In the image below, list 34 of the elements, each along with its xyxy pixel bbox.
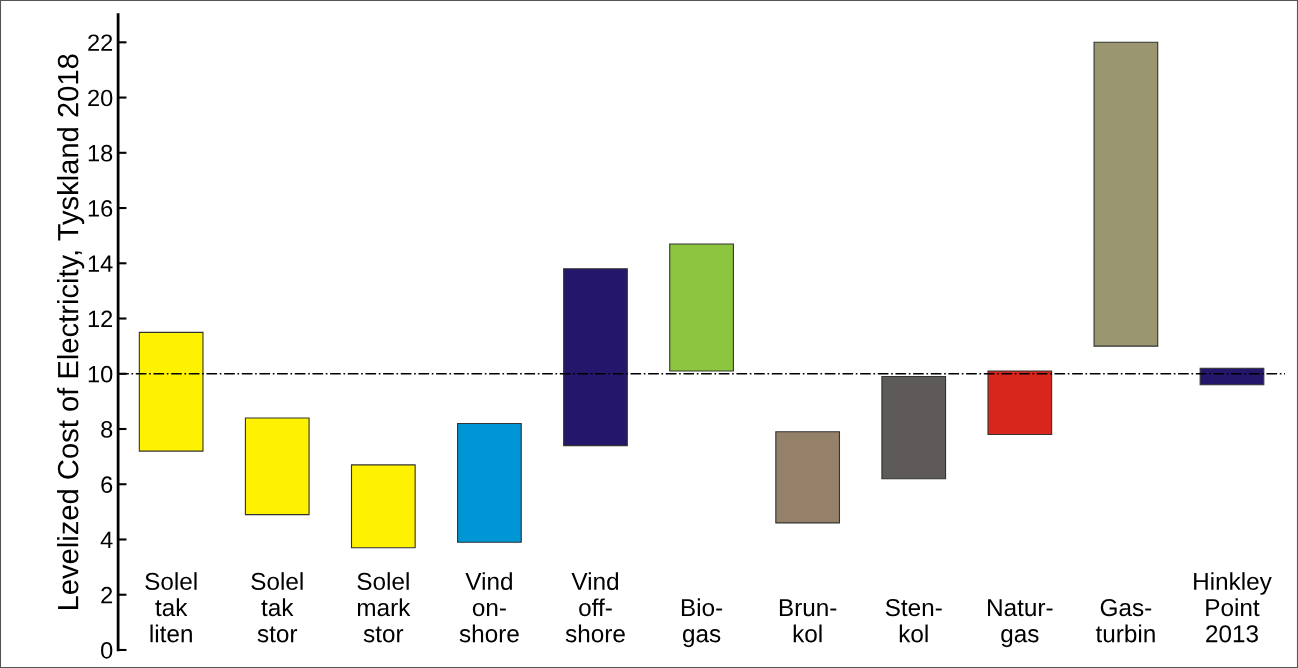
bar <box>457 422 522 543</box>
bar <box>244 417 310 516</box>
y-tick-label: 8 <box>101 421 113 438</box>
x-tick-label: Solel tak liten <box>145 572 197 643</box>
y-tick-label: 18 <box>88 144 113 162</box>
y-tick-label: 6 <box>101 476 113 494</box>
x-tick-label: Brun- kol <box>779 599 837 643</box>
bar <box>1093 41 1159 347</box>
y-tick-label: 4 <box>100 531 113 549</box>
bar <box>881 375 947 480</box>
y-tick-label: 16 <box>88 200 113 217</box>
x-tick-label: Solel mark stor <box>357 572 411 643</box>
bar <box>987 370 1053 436</box>
bar <box>138 331 204 452</box>
bar <box>350 464 416 549</box>
y-tick-label: 20 <box>88 89 113 107</box>
bar <box>669 243 734 372</box>
x-tick-label: Vind off- shore <box>565 572 625 643</box>
y-tick-label: 10 <box>88 365 113 383</box>
y-tick-label: 22 <box>88 34 113 51</box>
y-tick-label: 12 <box>88 310 113 328</box>
y-tick-label: 14 <box>88 255 113 272</box>
x-tick-label: Solel tak stor <box>251 572 303 643</box>
y-tick-label: 2 <box>101 586 113 604</box>
x-tick-label: Gas- turbin <box>1095 598 1155 643</box>
x-tick-label: Sten- kol <box>885 598 942 643</box>
y-axis-title: Levelized Cost of Electricity, Tyskland 2018 <box>57 54 85 610</box>
bar <box>775 431 841 524</box>
x-tick-label: Hinkley Point 2013 <box>1194 572 1272 643</box>
y-tick-label: 0 <box>101 642 113 659</box>
bar <box>563 268 628 447</box>
x-tick-label: Vind on- shore <box>459 572 519 643</box>
x-tick-label: Bio- gas <box>681 598 723 648</box>
x-tick-label: Natur- gas <box>988 599 1053 648</box>
